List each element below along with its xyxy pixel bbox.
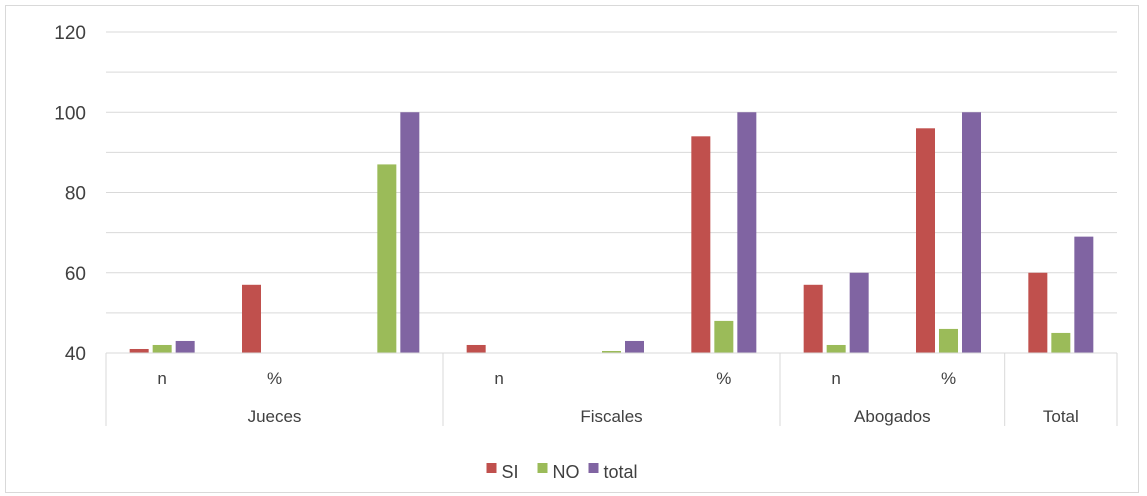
bar-no-5 — [714, 320, 734, 353]
legend-swatch-no — [537, 463, 548, 473]
sub-category-label: % — [941, 369, 956, 388]
sub-category-label: n — [494, 369, 503, 388]
bar-no-7 — [939, 328, 958, 353]
bars — [129, 112, 1094, 353]
bar-si-1 — [242, 284, 261, 353]
bar-no-0 — [152, 344, 172, 353]
group-label: Jueces — [248, 407, 302, 426]
y-axis: 40 60 80 100 120 — [54, 23, 86, 365]
bar-total-7 — [962, 112, 981, 353]
bar-si-5 — [691, 136, 711, 353]
y-tick-label: 80 — [65, 184, 86, 205]
bar-no-8 — [1051, 332, 1071, 353]
bar-total-5 — [737, 112, 757, 353]
bar-no-4 — [602, 350, 621, 353]
legend-swatch-total — [588, 463, 599, 473]
bar-si-7 — [916, 128, 935, 353]
bar-si-0 — [129, 348, 149, 353]
legend-swatch-si — [486, 463, 497, 473]
bar-si-6 — [803, 284, 823, 353]
bar-no-6 — [826, 344, 846, 353]
legend-label-total: total — [604, 462, 638, 482]
bar-total-2 — [400, 112, 420, 353]
sub-category-label: n — [831, 369, 840, 388]
group-label: Abogados — [854, 407, 931, 426]
bar-chart: 40 60 80 100 120 n% n% n % Jueces Fiscales Abogado… — [54, 23, 1118, 482]
x-axis: n% n% n % Jueces Fiscales Abogados Total — [105, 352, 1118, 426]
chart-container: 40 60 80 100 120 n% n% n% Jueces Fiscales Abogado… — [5, 5, 1139, 493]
group-label: Fiscales — [580, 407, 642, 426]
y-tick-label: 60 — [65, 264, 86, 285]
bar-total-4 — [625, 340, 644, 353]
legend: SI NO total — [486, 462, 638, 482]
bar-no-2 — [377, 164, 397, 353]
bar-si-8 — [1028, 272, 1048, 353]
y-tick-label: 120 — [54, 23, 86, 44]
y-tick-label: 40 — [65, 344, 86, 365]
legend-label-no: NO — [553, 462, 580, 482]
group-label: Total — [1043, 407, 1079, 426]
y-tick-label: 100 — [54, 103, 86, 124]
bar-total-6 — [849, 272, 869, 353]
sub-category-label: % — [716, 369, 731, 388]
sub-category-label: n — [157, 369, 166, 388]
bar-total-0 — [175, 340, 195, 353]
bar-total-8 — [1074, 236, 1094, 353]
gridlines — [106, 31, 1117, 314]
bar-si-3 — [466, 344, 486, 353]
legend-label-si: SI — [502, 462, 519, 482]
sub-category-label: % — [267, 369, 282, 388]
